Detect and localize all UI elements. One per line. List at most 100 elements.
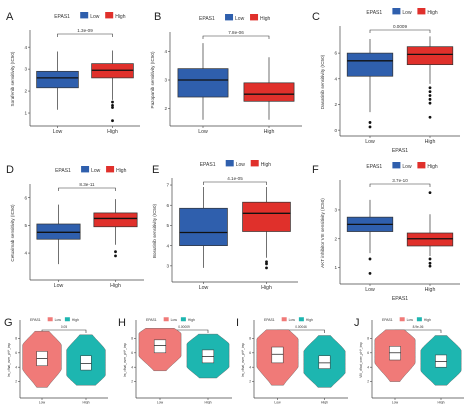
legend-swatch-high <box>417 162 426 169</box>
significance-bracket <box>369 183 431 187</box>
legend-label-low: Low <box>402 10 412 16</box>
p-value-label: 3.7e-10 <box>392 178 408 183</box>
y-tick-label: 2 <box>334 102 337 107</box>
violin-inner-box <box>435 354 447 368</box>
panel-label: C <box>312 11 320 23</box>
y-tick-label: 6 <box>166 203 169 208</box>
legend: EPAS1 Low High <box>366 8 438 16</box>
outlier-point <box>265 260 268 264</box>
legend-swatch-high <box>106 166 115 173</box>
y-tick-label: 1 <box>334 265 337 270</box>
x-axis-label: EPAS1 <box>392 148 408 154</box>
panel-label: B <box>154 11 161 23</box>
legend: EPAS1 Low High <box>54 12 126 20</box>
y-tick-label: 8 <box>367 337 369 341</box>
legend-swatch-low <box>225 160 234 167</box>
outlier-point <box>111 106 114 109</box>
x-tick-label: Low <box>54 283 64 289</box>
legend-title: EPAS1 <box>382 318 393 322</box>
y-tick-label: 2 <box>334 236 337 241</box>
legend-label-high: High <box>427 10 438 16</box>
outlier-point <box>111 100 114 104</box>
legend-swatch-low <box>392 8 401 15</box>
y-axis-label: Bosutinib sensitivity (IC50) <box>152 203 157 258</box>
y-tick-label: 3 <box>166 263 169 268</box>
x-tick-label: High <box>425 287 436 293</box>
box-low <box>179 207 228 246</box>
x-tick-label: Low <box>53 129 63 135</box>
x-tick-label: High <box>321 400 328 404</box>
legend-swatch-high <box>250 160 259 167</box>
outlier-point <box>428 115 432 119</box>
x-tick-label: Low <box>199 285 209 291</box>
significance-bracket <box>58 187 116 191</box>
legend-label-low: Low <box>55 318 62 322</box>
legend-title: EPAS1 <box>200 162 216 168</box>
panel-e: E EPAS1 Low High 3 4 5 6 7 Bosutinib sensitivity … <box>152 160 298 291</box>
y-axis-label: VIII_cfhat_over_pH*_imp <box>359 342 363 378</box>
x-tick-label: High <box>110 283 121 289</box>
y-tick-label: 8 <box>15 337 17 341</box>
panel-f: F EPAS1 Low High 1 2 3 AKT inhibitor VIII sensi… <box>312 162 460 302</box>
outlier-point <box>428 191 432 195</box>
violin-inner-box <box>318 355 331 369</box>
y-tick-label: 4 <box>367 365 369 369</box>
p-value-label: 0.00046 <box>295 325 307 329</box>
panel-label: J <box>354 317 360 329</box>
x-tick-label: Low <box>198 129 208 135</box>
legend-label-high: High <box>260 16 271 22</box>
legend-label-high: High <box>427 164 438 170</box>
y-tick-label: 6 <box>15 351 17 355</box>
legend-swatch-low <box>392 162 401 169</box>
x-tick-label: High <box>83 400 90 404</box>
y-tick-label: 3 <box>334 208 337 213</box>
box-high <box>93 212 138 228</box>
outlier-point <box>428 97 432 101</box>
y-tick-label: 4 <box>15 365 17 369</box>
y-tick-label: 6 <box>24 195 27 200</box>
y-axis-label: AKT inhibitor VIII sensitivity (IC50) <box>320 198 325 268</box>
x-tick-label: Low <box>365 139 375 145</box>
outlier-point <box>111 103 114 107</box>
legend: EPAS1 Low High <box>366 162 438 170</box>
legend-swatch-low <box>281 317 287 322</box>
legend-swatch-low <box>80 12 89 19</box>
legend-swatch-low <box>225 14 234 21</box>
outlier-point <box>428 101 432 105</box>
legend: EPAS1 Low High <box>30 317 79 322</box>
panel-a: A EPAS1 Low High 1 2 3 4 Sorafenib sensitivity (… <box>6 11 140 135</box>
legend-title: EPAS1 <box>30 318 41 322</box>
outlier-point <box>368 257 372 261</box>
legend-title: EPAS1 <box>366 164 382 170</box>
y-tick-label: 8 <box>131 337 133 341</box>
panel-label: G <box>4 317 13 329</box>
box-low <box>346 52 394 77</box>
y-tick-label: 1 <box>24 111 27 116</box>
panel-label: D <box>6 164 14 176</box>
x-tick-label: High <box>261 285 272 291</box>
y-tick-label: 4 <box>24 251 27 256</box>
legend-title: EPAS1 <box>54 14 70 20</box>
y-tick-label: 5 <box>24 223 27 228</box>
x-tick-label: Low <box>392 400 399 404</box>
legend-swatch-high <box>105 12 114 19</box>
legend-label-low: Low <box>407 318 414 322</box>
legend: EPAS1 Low High <box>382 317 431 322</box>
box-low <box>177 68 229 98</box>
y-tick-label: 2 <box>131 380 133 384</box>
p-value-label: 8.9e-06 <box>413 325 424 329</box>
legend-label-low: Low <box>90 14 100 20</box>
legend-label-low: Low <box>402 164 412 170</box>
x-tick-label: High <box>438 400 445 404</box>
outlier-point <box>114 250 117 254</box>
legend-swatch-high <box>64 317 70 322</box>
violin-inner-box <box>80 355 92 371</box>
legend: EPAS1 Low High <box>146 317 195 322</box>
y-tick-label: 4 <box>334 76 337 81</box>
outlier-point <box>428 264 432 268</box>
legend: EPAS1 Low High <box>199 14 271 22</box>
panel-label: E <box>152 164 159 176</box>
y-axis-label: Pazopanib sensitivity (IC50) <box>150 51 155 108</box>
legend: EPAS1 Low High <box>55 166 127 174</box>
